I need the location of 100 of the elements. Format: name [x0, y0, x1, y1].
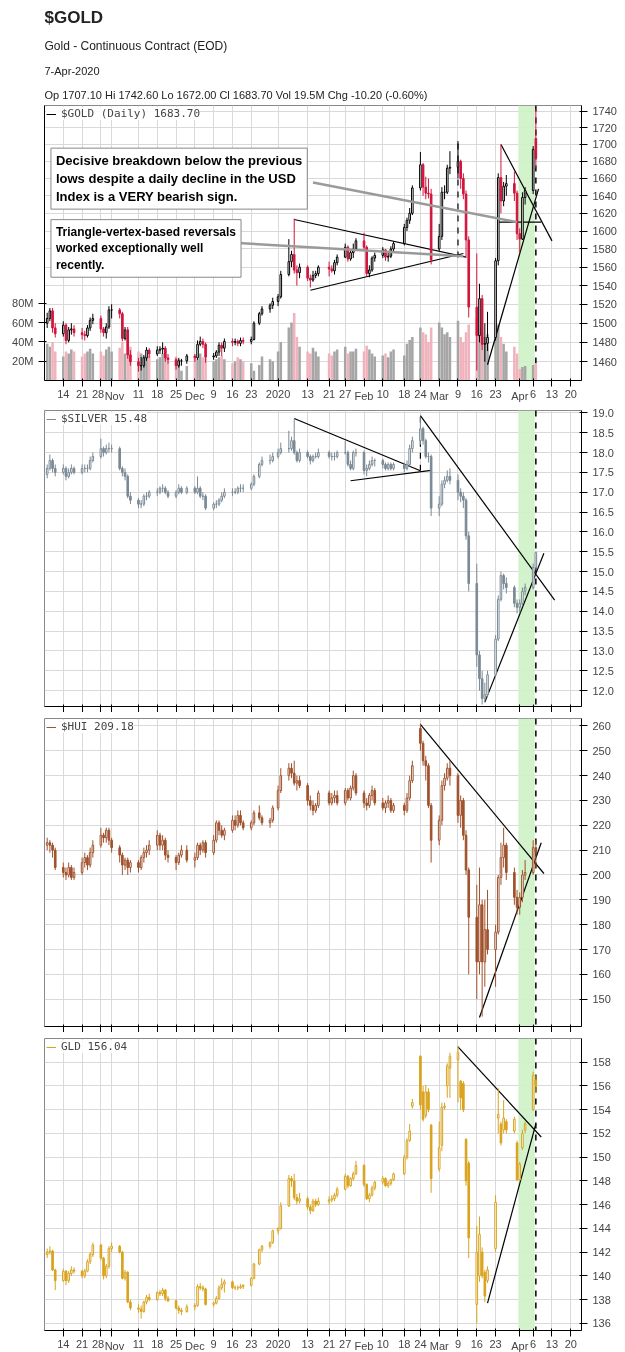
y-tick-label: 15.0	[592, 565, 614, 578]
x-tick-label: 18	[398, 1337, 411, 1350]
x-tick-label: Apr	[511, 1339, 529, 1352]
x-tick-label: 9	[454, 1337, 462, 1350]
x-tick-label: 23	[489, 1337, 502, 1350]
y-tick-label: 1540	[592, 279, 617, 292]
y-tick-label: 210	[592, 844, 611, 857]
x-tick-label: 27	[339, 387, 352, 400]
y2-tick-label: 20M	[12, 355, 34, 368]
y-tick-label: 190	[592, 893, 611, 906]
x-tick-label: 2020	[265, 1337, 291, 1350]
x-tick-label: 13	[545, 1337, 559, 1350]
y-tick-label: 230	[592, 794, 611, 807]
x-tick-label: 9	[210, 387, 217, 400]
y-tick-label: 14.0	[592, 605, 614, 618]
y-tick-label: 146	[592, 1198, 611, 1211]
x-tick-label: Nov	[104, 1339, 125, 1352]
y-tick-label: 150	[592, 1151, 611, 1164]
y-tick-label: 142	[592, 1246, 611, 1259]
x-tick-label: 25	[169, 387, 183, 400]
y-tick-label: 148	[592, 1174, 611, 1187]
chart-title: $GOLD	[44, 7, 104, 27]
annotation: Decisive breakdown below the previous lows despite a daily decline in the USD Index is a VERY bearish sign.	[55, 153, 303, 205]
y-tick-label: 138	[592, 1293, 611, 1306]
y-tick-label: 154	[592, 1103, 611, 1116]
x-tick-label: 13	[301, 1337, 314, 1350]
x-tick-label: 9	[454, 387, 462, 400]
x-tick-label: Dec	[185, 389, 206, 402]
y-tick-label: 13.5	[592, 625, 614, 638]
x-tick-label: 9	[210, 1337, 217, 1350]
x-tick-label: 25	[169, 1337, 183, 1350]
legend-label: $SILVER 15.48	[61, 412, 148, 425]
y-tick-label: 170	[592, 943, 611, 956]
y-tick-label: 156	[592, 1079, 611, 1092]
y-tick-label: 158	[592, 1056, 611, 1069]
y-tick-label: 136	[592, 1317, 611, 1330]
y-tick-label: 19.0	[592, 406, 614, 419]
x-tick-label: Apr	[511, 389, 529, 402]
y-tick-label: 1720	[592, 121, 617, 134]
x-tick-label: 11	[132, 387, 145, 400]
x-tick-label: 10	[376, 387, 389, 400]
legend-label: $GOLD (Daily) 1683.70	[61, 107, 201, 120]
y-tick-label: 12.5	[592, 664, 614, 677]
y-tick-label: 1680	[592, 155, 617, 168]
x-tick-label: Mar	[429, 1339, 449, 1352]
x-tick-label: 18	[151, 387, 164, 400]
y-tick-label: 1660	[592, 172, 617, 185]
text: 7-Apr-2020	[44, 64, 100, 77]
y-tick-label: 140	[592, 1269, 611, 1282]
x-tick-label: 21	[322, 1337, 336, 1350]
x-tick-label: 20	[564, 1337, 577, 1350]
y-tick-label: 250	[592, 744, 611, 757]
y-tick-label: 12.0	[592, 684, 614, 697]
y-tick-label: 18.5	[592, 426, 614, 439]
y-tick-label: 160	[592, 968, 611, 981]
legend-label: GLD 156.04	[61, 1040, 128, 1053]
y-tick-label: 240	[592, 769, 611, 782]
y-tick-label: 1640	[592, 189, 617, 202]
y-tick-label: 1480	[592, 336, 617, 349]
y-tick-label: 16.0	[592, 525, 614, 538]
y-tick-label: 1520	[592, 298, 617, 311]
x-tick-label: Mar	[429, 389, 449, 402]
x-tick-label: 16	[470, 1337, 483, 1350]
x-tick-label: Feb	[354, 389, 374, 402]
x-tick-label: 20	[564, 387, 577, 400]
x-tick-label: 23	[489, 387, 502, 400]
x-tick-label: 16	[226, 387, 239, 400]
y-tick-label: 200	[592, 868, 611, 881]
x-tick-label: 24	[414, 387, 427, 400]
x-tick-label: 18	[398, 387, 411, 400]
y-tick-label: 15.5	[592, 545, 614, 558]
x-tick-label: 28	[91, 387, 105, 400]
y-tick-label: 17.5	[592, 466, 614, 479]
y-tick-label: 18.0	[592, 446, 614, 459]
x-tick-label: 23	[245, 1337, 258, 1350]
y-tick-label: 1580	[592, 242, 617, 255]
y-tick-label: 16.5	[592, 506, 614, 519]
x-tick-label: 16	[226, 1337, 239, 1350]
x-tick-label: 13	[301, 387, 314, 400]
y-tick-label: 13.0	[592, 644, 614, 657]
y-tick-label: 1460	[592, 355, 617, 368]
x-tick-label: 28	[91, 1337, 105, 1350]
x-tick-label: 23	[245, 387, 258, 400]
x-tick-label: 14	[57, 387, 70, 400]
y-tick-label: 1700	[592, 138, 617, 151]
x-tick-label: 27	[339, 1337, 352, 1350]
x-tick-label: 21	[75, 1337, 89, 1350]
x-tick-label: 10	[376, 1337, 389, 1350]
y-tick-label: 150	[592, 993, 611, 1006]
y2-tick-label: 80M	[12, 297, 34, 310]
legend-label: $HUI 209.18	[61, 720, 134, 733]
x-tick-label: 6	[530, 1337, 537, 1350]
text: Op 1707.10 Hi 1742.60 Lo 1672.00 Cl 1683.70 Vol 19.5M Chg -10.20 (-0.60%)	[44, 88, 428, 101]
x-tick-label: 2020	[265, 387, 291, 400]
x-tick-label: 21	[75, 387, 89, 400]
y-tick-label: 1740	[592, 105, 617, 118]
x-tick-label: 16	[470, 387, 483, 400]
y-tick-label: 1500	[592, 317, 617, 330]
x-tick-label: 6	[530, 387, 537, 400]
x-tick-label: 21	[322, 387, 336, 400]
